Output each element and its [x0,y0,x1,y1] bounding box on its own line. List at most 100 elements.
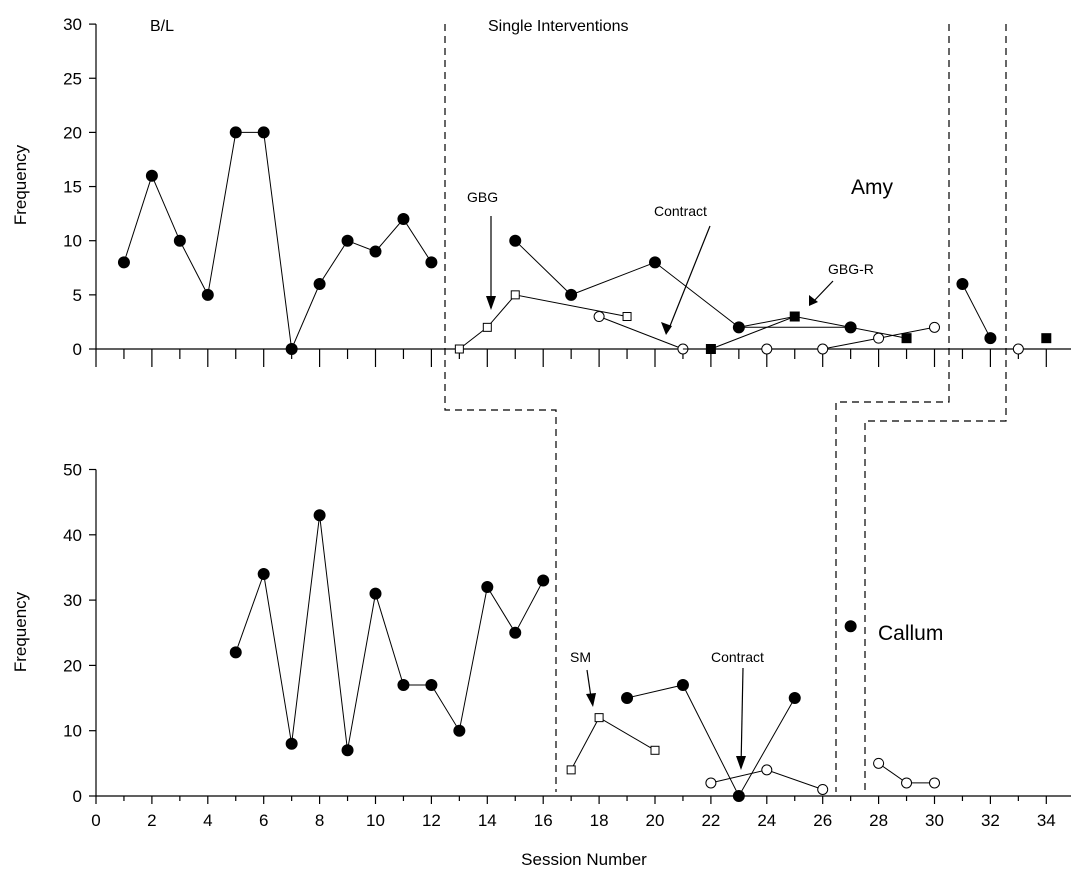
callum-point-filled-circle [788,692,801,705]
amy-series-line [514,240,851,328]
amy-point-open-circle [817,343,829,355]
amy-series-line [458,294,628,350]
callum-point-filled-circle [369,587,382,600]
callum-point-filled-circle [537,574,550,587]
phase-change-line-1 [444,24,557,792]
amy-point-filled-square [901,333,912,344]
amy-series-line [598,316,684,350]
x-tick-label: 16 [534,811,553,830]
phase-label-baseline: B/L [150,18,174,35]
amy-point-filled-circle [732,321,745,334]
x-axis-label: Session Number [521,850,647,869]
amy-point-filled-circle [509,234,522,247]
x-tick-label: 0 [91,811,100,830]
annotation-gbg-r: GBG-R [828,261,874,277]
participant-label-callum: Callum [878,622,943,645]
amy-y-tick-label: 5 [73,286,82,305]
amy-point-filled-circle [369,245,382,258]
callum-point-filled-circle [453,724,466,737]
x-tick-label: 14 [478,811,497,830]
amy-point-filled-square [1041,333,1052,344]
x-tick-label: 4 [203,811,212,830]
amy-point-filled-circle [984,332,997,345]
callum-point-filled-circle [676,678,689,691]
amy-series-line [961,283,991,339]
amy-point-filled-circle [285,343,298,355]
amy-point-open-circle [593,311,605,323]
amy-point-filled-circle [397,213,410,226]
arrow-gbg [486,216,496,310]
phase-change-line-2 [835,24,950,792]
amy-point-filled-circle [173,234,186,247]
amy-point-filled-circle [257,126,270,139]
callum-series-line [570,716,656,771]
callum-y-tick-label: 10 [63,722,82,741]
callum-point-filled-circle [313,509,326,522]
amy-point-filled-circle [425,256,438,269]
amy-y-tick-label: 15 [63,178,82,197]
callum-point-open-square [566,765,576,775]
annotation-sm: SM [570,649,591,665]
participant-label-amy: Amy [851,176,894,199]
callum-point-open-circle [817,783,829,795]
callum-y-tick-label: 30 [63,591,82,610]
amy-point-open-circle [1012,343,1024,355]
callum-point-filled-circle [509,626,522,639]
x-tick-label: 34 [1037,811,1056,830]
amy-y-tick-label: 25 [63,69,82,88]
callum-point-open-circle [901,777,913,789]
amy-y-tick-label: 30 [63,15,82,34]
x-tick-label: 12 [422,811,441,830]
x-tick-label: 24 [757,811,776,830]
amy-point-open-circle [873,332,885,344]
callum-point-filled-circle [257,567,270,580]
x-tick-label: 18 [590,811,609,830]
x-tick-label: 2 [147,811,156,830]
x-tick-label: 8 [315,811,324,830]
arrow-contract-amy [661,225,711,335]
amy-point-filled-circle [956,278,969,291]
x-tick-label: 22 [701,811,720,830]
amy-point-filled-circle [145,169,158,182]
x-tick-label: 20 [646,811,665,830]
amy-series-line [738,316,795,328]
callum-point-filled-circle [229,646,242,659]
x-tick-label: 32 [981,811,1000,830]
amy-point-filled-circle [201,288,214,301]
amy-y-tick-label: 20 [63,123,82,142]
amy-y-tick-label: 0 [73,340,82,359]
callum-point-open-circle [929,777,940,789]
annotation-contract-amy: Contract [654,203,707,219]
amy-point-open-square [510,290,520,300]
callum-point-filled-circle [397,678,410,691]
callum-series-line [626,684,796,798]
amy-point-filled-circle [565,288,578,301]
arrow-gbg-r [809,280,834,306]
callum-point-open-circle [761,764,773,776]
callum-y-tick-label: 50 [63,461,82,480]
x-tick-label: 6 [259,811,268,830]
callum-point-filled-circle [285,737,298,750]
callum-y-tick-label: 20 [63,656,82,675]
callum-point-filled-circle [425,678,438,691]
callum-point-filled-circle [621,692,634,705]
callum-y-axis-label: Frequency [11,591,30,672]
callum-point-filled-circle [341,744,354,757]
amy-point-open-square [454,344,464,354]
annotation-contract-callum: Contract [711,649,764,665]
callum-point-open-circle [873,757,885,769]
callum-point-open-square [594,713,604,723]
callum-series-line [235,515,544,751]
amy-y-axis-label: Frequency [11,144,30,225]
amy-point-filled-circle [649,256,661,269]
amy-point-open-circle [761,343,773,355]
amy-point-open-circle [929,321,940,333]
callum-point-filled-circle [732,790,745,802]
callum-y-tick-label: 40 [63,526,82,545]
x-tick-label: 30 [925,811,944,830]
callum-point-open-circle [705,777,717,789]
amy-point-filled-circle [341,234,354,247]
callum-y-tick-label: 0 [73,787,82,806]
